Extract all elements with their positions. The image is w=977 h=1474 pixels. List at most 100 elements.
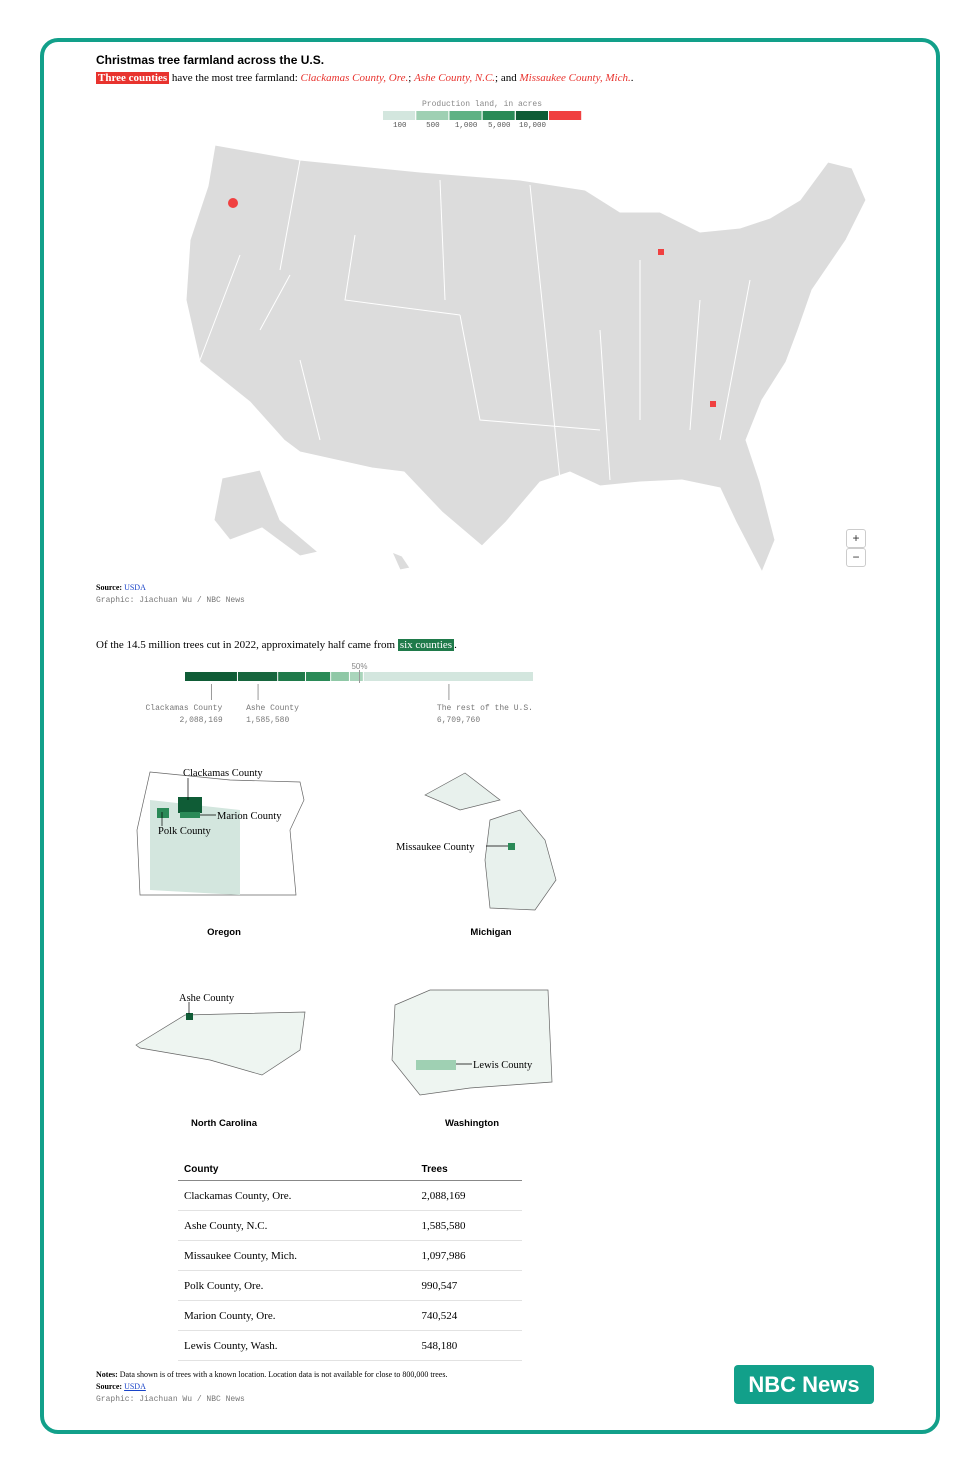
polk-shape	[157, 808, 169, 818]
cell: Missaukee County, Mich.	[178, 1240, 416, 1271]
contiguous-us	[185, 144, 867, 574]
state-name: Washington	[445, 1118, 499, 1129]
label: Source:	[96, 1382, 123, 1391]
annotation-name: Clackamas County	[145, 704, 222, 713]
nc-shape	[135, 1011, 306, 1076]
notes: Notes: Data shown is of trees with a kno…	[96, 1370, 447, 1379]
bar-segment	[306, 672, 331, 681]
source: Source: USDA	[96, 583, 146, 592]
county-label: Missaukee County	[396, 842, 475, 853]
annotation-name: The rest of the U.S.	[437, 704, 533, 713]
ashe-marker	[710, 401, 716, 407]
text: have the most tree farmland:	[169, 72, 301, 84]
legend-tick-label: 100	[393, 122, 407, 130]
bar-segment	[363, 672, 533, 681]
card	[40, 38, 940, 1434]
row: Missaukee County, Mich. 1,097,986	[178, 1240, 522, 1271]
leader-lines	[161, 778, 508, 1065]
state-names: Oregon Michigan North Carolina Washingto…	[191, 927, 512, 1129]
county-label: Polk County	[158, 826, 212, 837]
highlight: Three counties	[96, 72, 170, 84]
cell: 990,547	[415, 1270, 522, 1301]
source: Source: USDA	[96, 1382, 146, 1391]
clackamas-marker	[228, 198, 238, 208]
midpoint-label: 50%	[351, 662, 367, 671]
legend-swatch	[383, 111, 416, 120]
subtitle: Three counties have the most tree farmla…	[96, 72, 633, 84]
state-name: North Carolina	[191, 1118, 258, 1129]
legend-title: Production land, in acres	[422, 100, 542, 109]
cell: Lewis County, Wash.	[178, 1330, 416, 1361]
label: Source:	[96, 583, 123, 592]
hawaii	[391, 551, 411, 571]
row: Ashe County, N.C. 1,585,580	[178, 1210, 522, 1241]
cell: 740,524	[415, 1300, 522, 1331]
missaukee-marker	[658, 249, 664, 255]
header: County	[178, 1158, 416, 1181]
title: Christmas tree farmland across the U.S.	[96, 53, 325, 67]
washington-shape	[391, 989, 553, 1096]
county: Missaukee County, Mich.	[519, 72, 631, 84]
cell: 548,180	[415, 1330, 522, 1361]
bar-segment	[278, 672, 306, 681]
header-row: County Trees	[178, 1158, 522, 1181]
county: Clackamas County, Ore.	[300, 72, 409, 84]
annotation-value: 6,709,760	[437, 716, 480, 725]
credit: Graphic: Jiachuan Wu / NBC News	[96, 596, 245, 605]
cell: Ashe County, N.C.	[178, 1210, 416, 1241]
badge: NBC News	[734, 1365, 874, 1404]
legend-tick-label: 1,000	[455, 122, 478, 130]
text: ; and	[495, 72, 520, 84]
highlight: six counties	[397, 639, 455, 651]
bar-segment	[237, 672, 278, 681]
annotation-value: 2,088,169	[179, 716, 222, 725]
legend-swatch	[416, 111, 449, 120]
annotation-value: 1,585,580	[246, 716, 289, 725]
state-maps	[135, 771, 557, 1096]
cell: 2,088,169	[415, 1180, 522, 1211]
legend-swatch	[549, 111, 582, 120]
zoom-in[interactable]: +	[846, 529, 866, 548]
county-label: Clackamas County	[183, 768, 263, 779]
source-link[interactable]: USDA	[124, 1382, 146, 1391]
row: Lewis County, Wash. 548,180	[178, 1330, 522, 1361]
cell: Clackamas County, Ore.	[178, 1180, 416, 1211]
us-map	[185, 144, 867, 574]
cell: 1,097,986	[415, 1240, 522, 1271]
legend-tick-label: 5,000	[488, 122, 511, 130]
bar-segment	[185, 672, 237, 681]
legend-tick-label: 10,000	[519, 122, 547, 130]
cell: Marion County, Ore.	[178, 1300, 416, 1331]
bar-segment	[349, 672, 363, 681]
legend-swatch	[449, 111, 482, 120]
state-labels: Clackamas County Marion County Polk Coun…	[158, 768, 533, 1071]
county-label: Marion County	[217, 811, 282, 822]
legend-swatch	[515, 111, 548, 120]
cell: Polk County, Ore.	[178, 1270, 416, 1301]
cell: 1,585,580	[415, 1210, 522, 1241]
legend-swatch	[482, 111, 515, 120]
text: Of the 14.5 million trees cut in 2022, a…	[96, 639, 398, 651]
row: Marion County, Ore. 740,524	[178, 1300, 522, 1331]
tree-bar: 50% Clackamas County 2,088,169 Ashe County 1…	[145, 662, 533, 725]
row: Polk County, Ore. 990,547	[178, 1270, 522, 1301]
county-label: Lewis County	[473, 1060, 533, 1071]
table: County Trees Clackamas County, Ore. 2,088,…	[178, 1158, 522, 1361]
ashe-shape	[186, 1013, 193, 1020]
text: .	[630, 72, 634, 84]
alaska	[213, 469, 320, 557]
source-link[interactable]: USDA	[124, 583, 146, 592]
credit: Graphic: Jiachuan Wu / NBC News	[96, 1395, 245, 1404]
text: ;	[408, 72, 415, 84]
sentence: Of the 14.5 million trees cut in 2022, a…	[96, 639, 457, 651]
marion-shape	[180, 812, 200, 818]
state-lines	[199, 159, 751, 481]
text: .	[454, 639, 457, 651]
legend: Production land, in acres 100 500 1,000 5,00…	[383, 100, 582, 130]
zoom-out[interactable]: −	[846, 548, 866, 567]
state-name: Oregon	[207, 927, 241, 938]
michigan-shape	[424, 772, 557, 911]
header: Trees	[415, 1158, 522, 1181]
bar-segment	[331, 672, 349, 681]
